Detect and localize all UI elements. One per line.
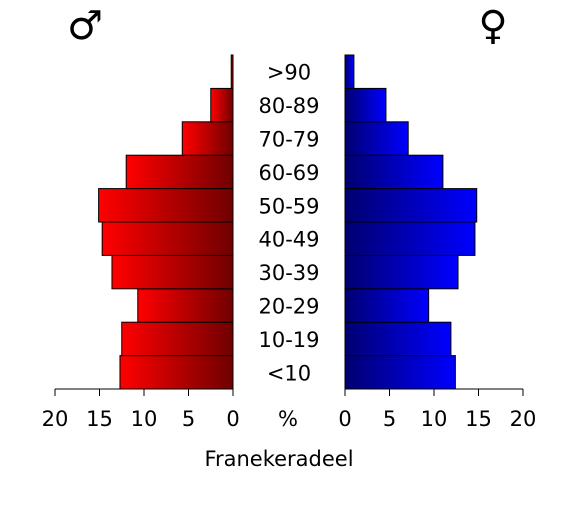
bar	[344, 254, 459, 290]
bar	[111, 254, 234, 290]
bar	[344, 154, 444, 190]
x-tick-label: 0	[338, 407, 351, 431]
bar	[344, 87, 387, 123]
category-label: >90	[267, 61, 311, 85]
bar	[181, 121, 234, 156]
x-tick-label: 15	[86, 407, 113, 431]
category-label: 30-39	[258, 261, 319, 285]
x-tick-label: 5	[182, 407, 195, 431]
center-label: %	[278, 407, 298, 431]
bar	[344, 288, 430, 323]
bar	[230, 54, 234, 89]
bar	[344, 188, 478, 223]
bar	[101, 221, 234, 256]
bar	[210, 87, 234, 123]
category-label: 40-49	[258, 228, 319, 252]
category-label: 70-79	[258, 128, 319, 152]
bar	[121, 321, 234, 357]
x-tick-label: 20	[510, 407, 537, 431]
bar	[98, 188, 234, 223]
x-tick-label: 0	[226, 407, 239, 431]
bar	[344, 355, 456, 390]
category-label: <10	[267, 361, 311, 385]
x-tick-label: 10	[421, 407, 448, 431]
category-label: 60-69	[258, 161, 319, 185]
category-label: 20-29	[258, 295, 319, 319]
x-axis-title: Franekeradeel	[204, 447, 353, 471]
x-tick-label: 10	[131, 407, 158, 431]
bar	[119, 355, 234, 390]
x-tick-label: 20	[42, 407, 69, 431]
category-label: 50-59	[258, 194, 319, 218]
legend-symbol: ♂	[67, 3, 103, 49]
legend-symbol: ♀	[478, 3, 507, 49]
bar	[344, 221, 476, 256]
bar	[137, 288, 234, 323]
bar	[125, 154, 234, 190]
category-label: 10-19	[258, 328, 319, 352]
x-tick-label: 15	[465, 407, 492, 431]
bar	[344, 54, 355, 89]
bar	[344, 121, 409, 156]
x-tick-label: 5	[383, 407, 396, 431]
bar	[344, 321, 452, 357]
category-label: 80-89	[258, 94, 319, 118]
